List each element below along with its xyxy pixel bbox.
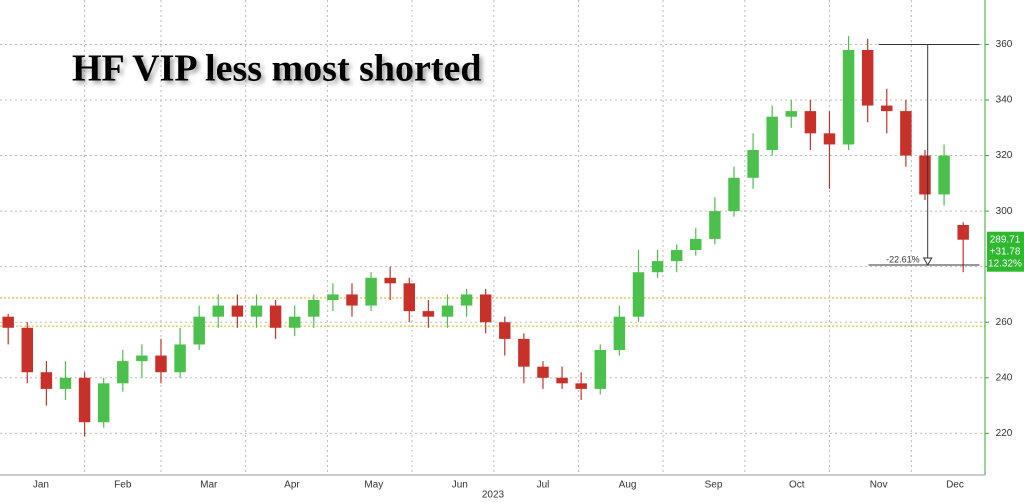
x-tick-label: Oct	[789, 480, 805, 491]
candle-body	[556, 377, 568, 384]
candle-body	[499, 322, 511, 339]
candle-body	[327, 294, 339, 300]
candle-body	[785, 111, 798, 117]
drawdown-label: -22.61%	[886, 254, 920, 264]
x-tick-label: Feb	[114, 480, 132, 491]
y-tick-label: 360	[996, 39, 1013, 50]
x-tick-label: Dec	[946, 480, 964, 491]
x-tick-label: Jan	[33, 480, 49, 491]
candle-body	[823, 133, 836, 145]
candle-body	[842, 50, 855, 145]
x-tick-label: Nov	[870, 480, 888, 491]
candle-body	[231, 305, 244, 317]
drawdown-arrowhead	[922, 257, 933, 267]
candle-body	[804, 111, 817, 134]
y-tick-label: 300	[996, 206, 1013, 217]
price-tag-change: +31.78	[990, 246, 1021, 257]
candle-body	[938, 155, 950, 195]
plot-layer: 220240260280300320340360JanFebMarAprMayJ…	[0, 0, 1024, 491]
y-tick-label: 240	[996, 372, 1013, 383]
candle-body	[136, 355, 148, 362]
chart-title: HF VIP less most shorted	[72, 48, 482, 90]
candle-body	[40, 372, 53, 389]
candle-body	[365, 277, 377, 306]
candle-body	[288, 316, 301, 328]
candle-body	[957, 225, 969, 240]
candle-body	[919, 155, 931, 195]
candle-body	[422, 311, 435, 317]
candle-body	[613, 316, 626, 350]
candle-body	[709, 211, 721, 239]
x-tick-label: Aug	[619, 480, 637, 491]
candle-body	[728, 177, 740, 212]
candle-body	[670, 250, 683, 262]
candle-body	[97, 383, 110, 423]
candle-body	[518, 338, 530, 367]
candle-body	[766, 116, 778, 150]
candle-body	[651, 261, 664, 273]
candle-body	[59, 377, 72, 389]
candle-body	[2, 316, 14, 328]
candle-body	[594, 350, 607, 389]
price-tag-pct: 12.32%	[988, 258, 1022, 269]
candle-body	[308, 300, 320, 317]
x-tick-label: Jun	[452, 480, 468, 491]
candle-body	[747, 150, 759, 178]
candle-body	[479, 294, 492, 323]
candle-body	[155, 355, 167, 373]
y-tick-label: 220	[996, 428, 1013, 439]
candle-body	[900, 111, 912, 156]
x-tick-label: Jul	[537, 480, 550, 491]
candle-body	[861, 50, 874, 106]
y-tick-label: 260	[996, 317, 1013, 328]
x-tick-label: Mar	[200, 480, 218, 491]
x-axis-label: 2023	[482, 490, 505, 501]
candle-body	[575, 383, 587, 389]
candle-body	[690, 238, 702, 250]
x-tick-label: Sep	[705, 480, 723, 491]
candle-body	[881, 105, 893, 112]
candle-body	[537, 366, 549, 378]
candle-body	[117, 361, 129, 384]
candle-body	[212, 305, 225, 317]
price-tag	[987, 231, 1024, 272]
candle-body	[346, 294, 358, 306]
price-tag-value: 289.71	[990, 234, 1021, 245]
candle-body	[384, 277, 396, 284]
candle-body	[174, 344, 186, 373]
y-tick-label: 320	[996, 150, 1013, 161]
candle-body	[78, 377, 91, 423]
x-tick-label: Apr	[284, 480, 300, 491]
candle-body	[21, 327, 34, 373]
x-tick-label: May	[364, 480, 383, 491]
candle-body	[269, 305, 282, 328]
candle-body	[403, 283, 416, 312]
candle-body	[441, 305, 454, 317]
candle-body	[632, 272, 645, 317]
candle-body	[460, 294, 473, 306]
candle-body	[250, 305, 263, 317]
y-tick-label: 340	[996, 95, 1013, 106]
candle-body	[193, 316, 205, 345]
